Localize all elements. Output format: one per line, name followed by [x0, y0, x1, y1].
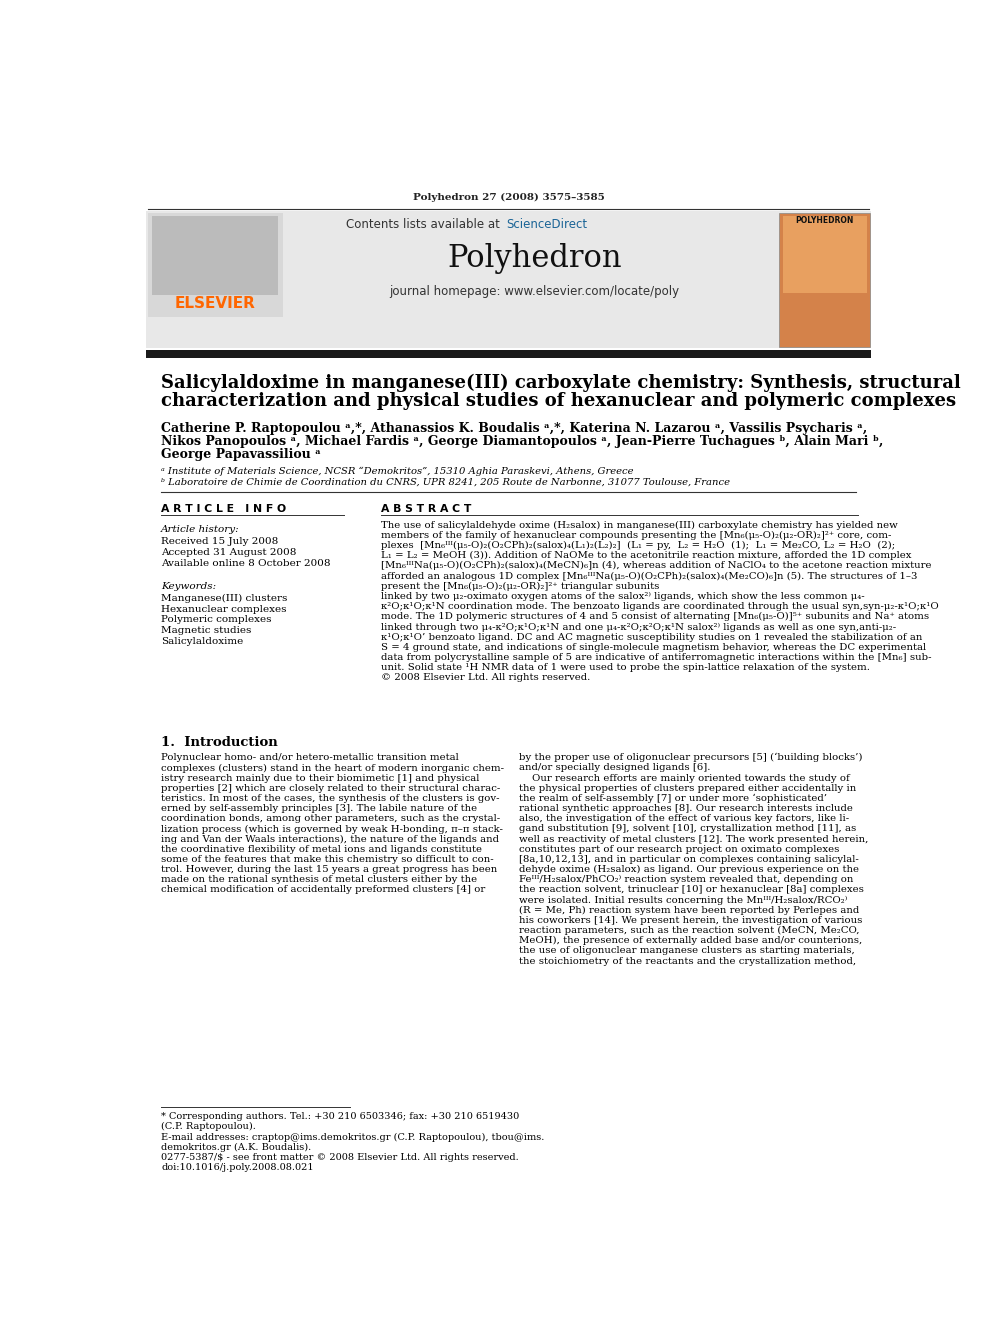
Text: rational synthetic approaches [8]. Our research interests include: rational synthetic approaches [8]. Our r… [519, 804, 853, 814]
Text: characterization and physical studies of hexanuclear and polymeric complexes: characterization and physical studies of… [161, 392, 956, 410]
Text: chemical modification of accidentally preformed clusters [4] or: chemical modification of accidentally pr… [161, 885, 485, 894]
Bar [783, 216, 867, 292]
Text: erned by self-assembly principles [3]. The labile nature of the: erned by self-assembly principles [3]. T… [161, 804, 477, 814]
Text: reaction parameters, such as the reaction solvent (MeCN, Me₂CO,: reaction parameters, such as the reactio… [519, 926, 860, 935]
Text: Our research efforts are mainly oriented towards the study of: Our research efforts are mainly oriented… [519, 774, 850, 783]
Text: A R T I C L E   I N F O: A R T I C L E I N F O [161, 504, 287, 515]
Text: demokritos.gr (A.K. Boudalis).: demokritos.gr (A.K. Boudalis). [161, 1143, 311, 1152]
Text: Polyhedron 27 (2008) 3575–3585: Polyhedron 27 (2008) 3575–3585 [413, 193, 604, 202]
Text: the stoichiometry of the reactants and the crystallization method,: the stoichiometry of the reactants and t… [519, 957, 856, 966]
Text: the realm of self-assembly [7] or under more ‘sophisticated’: the realm of self-assembly [7] or under … [519, 794, 827, 803]
Text: the physical properties of clusters prepared either accidentally in: the physical properties of clusters prep… [519, 783, 856, 792]
Text: complexes (clusters) stand in the heart of modern inorganic chem-: complexes (clusters) stand in the heart … [161, 763, 504, 773]
Text: trol. However, during the last 15 years a great progress has been: trol. However, during the last 15 years … [161, 865, 497, 875]
Bar [148, 213, 283, 318]
Text: and/or specially designed ligands [6].: and/or specially designed ligands [6]. [519, 763, 710, 773]
Text: dehyde oxime (H₂salox) as ligand. Our previous experience on the: dehyde oxime (H₂salox) as ligand. Our pr… [519, 865, 859, 875]
Bar [780, 213, 870, 348]
Text: © 2008 Elsevier Ltd. All rights reserved.: © 2008 Elsevier Ltd. All rights reserved… [381, 673, 590, 683]
Text: well as reactivity of metal clusters [12]. The work presented herein,: well as reactivity of metal clusters [12… [519, 835, 869, 844]
Text: were isolated. Initial results concerning the Mnᴵᴵᴵ/H₂salox/RCO₂⁾: were isolated. Initial results concernin… [519, 896, 847, 905]
Text: Salicylaldoxime: Salicylaldoxime [161, 638, 243, 646]
Text: Accepted 31 August 2008: Accepted 31 August 2008 [161, 548, 297, 557]
Text: κ²O;κ¹O;κ¹N coordination mode. The benzoato ligands are coordinated through the : κ²O;κ¹O;κ¹N coordination mode. The benzo… [381, 602, 938, 611]
Text: L₁ = L₂ = MeOH (3)). Addition of NaOMe to the acetonitrile reaction mixture, aff: L₁ = L₂ = MeOH (3)). Addition of NaOMe t… [381, 552, 911, 561]
Text: [Mn₆ᴵᴵᴵNa(μ₅-O)(O₂CPh)₂(salox)₄(MeCN)₆]n (4), whereas addition of NaClO₄ to the : [Mn₆ᴵᴵᴵNa(μ₅-O)(O₂CPh)₂(salox)₄(MeCN)₆]n… [381, 561, 931, 570]
Text: E-mail addresses: craptop@ims.demokritos.gr (C.P. Raptopoulou), tbou@ims.: E-mail addresses: craptop@ims.demokritos… [161, 1132, 545, 1142]
Text: κ¹O;κ¹O’ benzoato ligand. DC and AC magnetic susceptibility studies on 1 reveale: κ¹O;κ¹O’ benzoato ligand. DC and AC magn… [381, 632, 922, 642]
Text: istry research mainly due to their biomimetic [1] and physical: istry research mainly due to their biomi… [161, 774, 479, 783]
Text: the use of oligonuclear manganese clusters as starting materials,: the use of oligonuclear manganese cluste… [519, 946, 855, 955]
Text: constitutes part of our research project on oximato complexes: constitutes part of our research project… [519, 845, 839, 853]
Text: Available online 8 October 2008: Available online 8 October 2008 [161, 558, 330, 568]
Text: teristics. In most of the cases, the synthesis of the clusters is gov-: teristics. In most of the cases, the syn… [161, 794, 500, 803]
Text: Magnetic studies: Magnetic studies [161, 626, 252, 635]
Text: mode. The 1D polymeric structures of 4 and 5 consist of alternating [Mn₆(μ₅-O)]⁵: mode. The 1D polymeric structures of 4 a… [381, 613, 929, 622]
Text: doi:10.1016/j.poly.2008.08.021: doi:10.1016/j.poly.2008.08.021 [161, 1163, 313, 1172]
Text: Received 15 July 2008: Received 15 July 2008 [161, 537, 279, 546]
Text: Keywords:: Keywords: [161, 582, 216, 591]
Text: some of the features that make this chemistry so difficult to con-: some of the features that make this chem… [161, 855, 494, 864]
Text: lization process (which is governed by weak H-bonding, π–π stack-: lization process (which is governed by w… [161, 824, 503, 833]
Text: Salicylaldoxime in manganese(III) carboxylate chemistry: Synthesis, structural: Salicylaldoxime in manganese(III) carbox… [161, 373, 961, 392]
Text: 1.  Introduction: 1. Introduction [161, 736, 278, 749]
Text: (C.P. Raptopoulou).: (C.P. Raptopoulou). [161, 1122, 256, 1131]
Bar [146, 212, 871, 348]
Text: Polynuclear homo- and/or hetero-metallic transition metal: Polynuclear homo- and/or hetero-metallic… [161, 753, 459, 762]
Text: made on the rational synthesis of metal clusters either by the: made on the rational synthesis of metal … [161, 876, 477, 884]
Text: Hexanuclear complexes: Hexanuclear complexes [161, 605, 287, 614]
Text: * Corresponding authors. Tel.: +30 210 6503346; fax: +30 210 6519430: * Corresponding authors. Tel.: +30 210 6… [161, 1113, 520, 1121]
Text: 0277-5387/$ - see front matter © 2008 Elsevier Ltd. All rights reserved.: 0277-5387/$ - see front matter © 2008 El… [161, 1152, 519, 1162]
Text: gand substitution [9], solvent [10], crystallization method [11], as: gand substitution [9], solvent [10], cry… [519, 824, 856, 833]
Text: the reaction solvent, trinuclear [10] or hexanuclear [8a] complexes: the reaction solvent, trinuclear [10] or… [519, 885, 864, 894]
Text: also, the investigation of the effect of various key factors, like li-: also, the investigation of the effect of… [519, 814, 849, 823]
Text: Manganese(III) clusters: Manganese(III) clusters [161, 594, 288, 603]
Text: ScienceDirect: ScienceDirect [506, 218, 587, 232]
Text: Article history:: Article history: [161, 525, 240, 534]
Text: ᵃ Institute of Materials Science, NCSR “Demokritos”, 15310 Aghia Paraskevi, Athe: ᵃ Institute of Materials Science, NCSR “… [161, 467, 634, 476]
Text: his coworkers [14]. We present herein, the investigation of various: his coworkers [14]. We present herein, t… [519, 916, 863, 925]
Text: Feᴵᴵᴵ/H₂salox/PhCO₂⁾ reaction system revealed that, depending on: Feᴵᴵᴵ/H₂salox/PhCO₂⁾ reaction system rev… [519, 876, 853, 884]
Text: members of the family of hexanuclear compounds presenting the [Mn₆(μ₅-O)₂(μ₂-OR): members of the family of hexanuclear com… [381, 531, 891, 540]
Text: journal homepage: www.elsevier.com/locate/poly: journal homepage: www.elsevier.com/locat… [390, 284, 680, 298]
Text: afforded an analogous 1D complex [Mn₆ᴵᴵᴵNa(μ₅-O)(O₂CPh)₂(salox)₄(Me₂CO)₆]n (5). : afforded an analogous 1D complex [Mn₆ᴵᴵᴵ… [381, 572, 917, 581]
Text: plexes  [Mn₆ᴵᴵᴵ(μ₅-O)₂(O₂CPh)₂(salox)₄(L₁)₂(L₂)₂]  (L₁ = py,  L₂ = H₂O  (1);  L₁: plexes [Mn₆ᴵᴵᴵ(μ₅-O)₂(O₂CPh)₂(salox)₄(L₁… [381, 541, 895, 550]
Text: George Papavassiliou ᵃ: George Papavassiliou ᵃ [161, 448, 321, 460]
Text: linked by two μ₂-oximato oxygen atoms of the salox²⁾ ligands, which show the les: linked by two μ₂-oximato oxygen atoms of… [381, 591, 864, 601]
Text: by the proper use of oligonuclear precursors [5] (‘building blocks’): by the proper use of oligonuclear precur… [519, 753, 863, 762]
Text: MeOH), the presence of externally added base and/or counterions,: MeOH), the presence of externally added … [519, 937, 862, 946]
Text: ᵇ Laboratoire de Chimie de Coordination du CNRS, UPR 8241, 205 Route de Narbonne: ᵇ Laboratoire de Chimie de Coordination … [161, 478, 730, 487]
Text: Polymeric complexes: Polymeric complexes [161, 615, 272, 624]
Text: A B S T R A C T: A B S T R A C T [381, 504, 471, 515]
Text: ELSEVIER: ELSEVIER [175, 296, 256, 311]
Text: S = 4 ground state, and indications of single-molecule magnetism behavior, where: S = 4 ground state, and indications of s… [381, 643, 926, 652]
Bar [146, 349, 871, 359]
Text: unit. Solid state ¹H NMR data of 1 were used to probe the spin-lattice relaxatio: unit. Solid state ¹H NMR data of 1 were … [381, 663, 870, 672]
Text: [8a,10,12,13], and in particular on complexes containing salicylal-: [8a,10,12,13], and in particular on comp… [519, 855, 859, 864]
Text: linked through two μ₄-κ²O;κ¹O;κ¹N and one μ₄-κ²O;κ²O;κ¹N salox²⁾ ligands as well: linked through two μ₄-κ²O;κ¹O;κ¹N and on… [381, 622, 896, 631]
Bar [152, 216, 278, 295]
Text: coordination bonds, among other parameters, such as the crystal-: coordination bonds, among other paramete… [161, 814, 500, 823]
Text: The use of salicylaldehyde oxime (H₂salox) in manganese(III) carboxylate chemist: The use of salicylaldehyde oxime (H₂salo… [381, 521, 898, 529]
Text: Nikos Panopoulos ᵃ, Michael Fardis ᵃ, George Diamantopoulos ᵃ, Jean-Pierre Tucha: Nikos Panopoulos ᵃ, Michael Fardis ᵃ, Ge… [161, 435, 884, 448]
Text: present the [Mn₆(μ₅-O)₂(μ₂-OR)₂]²⁺ triangular subunits: present the [Mn₆(μ₅-O)₂(μ₂-OR)₂]²⁺ trian… [381, 582, 659, 591]
Text: Polyhedron: Polyhedron [447, 243, 622, 274]
Text: properties [2] which are closely related to their structural charac-: properties [2] which are closely related… [161, 783, 500, 792]
Text: ing and Van der Waals interactions), the nature of the ligands and: ing and Van der Waals interactions), the… [161, 835, 499, 844]
Text: POLYHEDRON: POLYHEDRON [796, 216, 854, 225]
Text: Catherine P. Raptopoulou ᵃ,*, Athanassios K. Boudalis ᵃ,*, Katerina N. Lazarou ᵃ: Catherine P. Raptopoulou ᵃ,*, Athanassio… [161, 422, 867, 435]
Text: data from polycrystalline sample of 5 are indicative of antiferromagnetic intera: data from polycrystalline sample of 5 ar… [381, 654, 931, 662]
Text: Contents lists available at: Contents lists available at [346, 218, 504, 232]
Text: (R = Me, Ph) reaction system have been reported by Perlepes and: (R = Me, Ph) reaction system have been r… [519, 906, 859, 914]
Text: the coordinative flexibility of metal ions and ligands constitute: the coordinative flexibility of metal io… [161, 845, 482, 853]
